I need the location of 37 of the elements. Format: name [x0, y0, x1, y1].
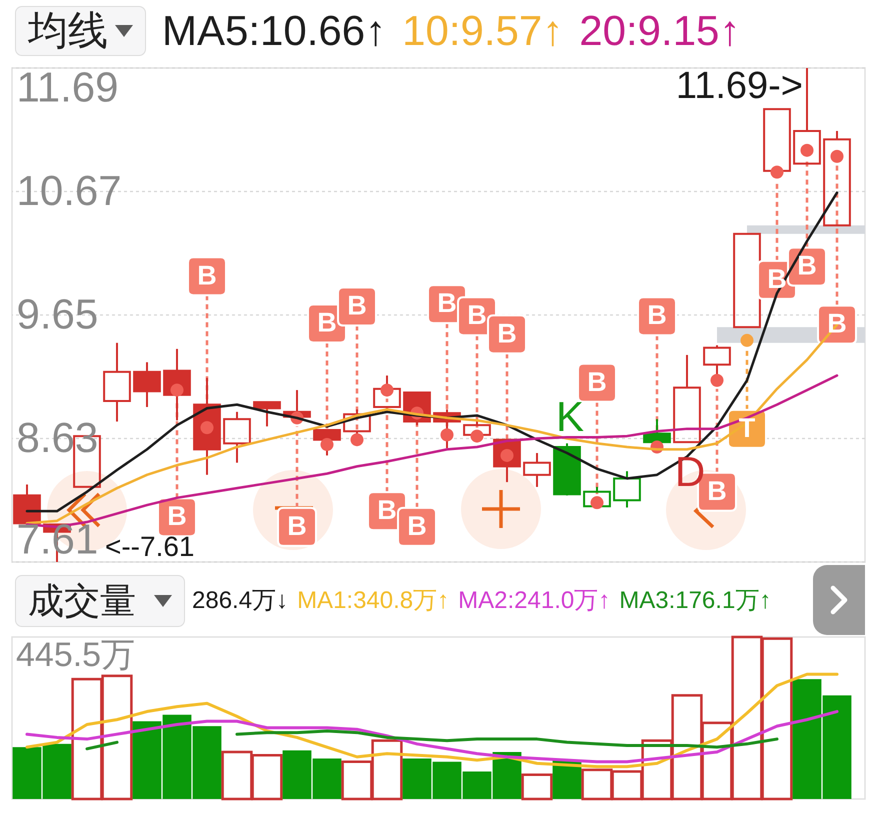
data-label: B: [497, 318, 517, 348]
data-label: B: [467, 300, 487, 330]
y-tick-label: 9.65: [16, 290, 98, 338]
data-label: B: [167, 501, 187, 532]
annotation: K: [556, 393, 584, 440]
data-label: B: [197, 260, 217, 290]
dropdown-field: 均线: [15, 6, 146, 56]
text: MA3:176.1万↑: [619, 587, 772, 614]
annotation: 445.5万: [16, 636, 136, 674]
annotation: 11.69->: [676, 65, 803, 107]
data-label: T: [738, 412, 756, 443]
data-label: B: [347, 290, 367, 321]
chart-subtitle: 286.4万↓: [192, 587, 288, 614]
y-tick-label: 8.63: [16, 414, 98, 461]
data-label: B: [707, 476, 727, 506]
data-label: B: [587, 366, 607, 397]
data-label: B: [317, 307, 337, 338]
data-label: B: [377, 495, 397, 526]
legend-title: 成交量: [28, 580, 136, 621]
annotation: <--7.61: [105, 531, 194, 562]
text: 20:9.15↑: [579, 7, 740, 54]
data-label: B: [797, 250, 817, 281]
y-tick-label: 10.67: [16, 167, 122, 214]
data-label: B: [827, 308, 847, 339]
data-label: B: [767, 264, 787, 294]
data-label: B: [287, 510, 307, 541]
y-tick-label: 11.69: [16, 64, 118, 110]
data-label: B: [407, 510, 427, 541]
dropdown-field: 成交量: [15, 575, 185, 627]
data-label: B: [437, 288, 457, 318]
text: 10:9.57↑: [402, 7, 564, 54]
text: MA1:340.8万↑: [297, 587, 450, 614]
annotation: D: [674, 448, 706, 495]
text: MA5:10.66↑: [162, 7, 386, 54]
text: MA2:241.0万↑: [458, 587, 610, 614]
legend-title: 均线: [28, 9, 108, 53]
data-label: B: [647, 300, 667, 330]
